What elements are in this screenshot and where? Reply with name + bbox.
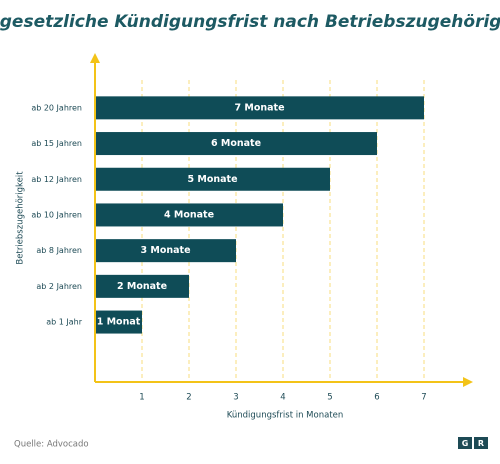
y-tick-label: ab 2 Jahren xyxy=(36,282,82,291)
y-tick-label: ab 12 Jahren xyxy=(31,175,82,184)
value-label: 1 Monat xyxy=(97,317,141,328)
bar xyxy=(95,203,283,227)
bar xyxy=(95,96,424,120)
x-tick-label: 7 xyxy=(421,393,426,403)
bar xyxy=(95,167,330,191)
x-tick-label: 2 xyxy=(186,393,191,403)
bar xyxy=(95,239,236,263)
value-label: 2 Monate xyxy=(117,281,167,292)
y-tick-label: ab 8 Jahren xyxy=(36,246,82,255)
value-label: 7 Monate xyxy=(234,102,284,113)
y-tick-label: ab 20 Jahren xyxy=(31,103,82,112)
y-axis-label: Betriebszugehörigkeit xyxy=(16,171,26,265)
x-tick-label: 6 xyxy=(374,393,379,403)
logo-letter: G xyxy=(462,439,469,448)
value-label: 4 Monate xyxy=(164,209,214,220)
x-axis-arrow xyxy=(463,377,473,387)
value-label: 3 Monate xyxy=(140,245,190,256)
y-tick-label: ab 15 Jahren xyxy=(31,139,82,148)
x-tick-label: 3 xyxy=(233,393,238,403)
source: Quelle: Advocado xyxy=(14,440,89,450)
value-label: 6 Monate xyxy=(211,138,261,149)
chart-title: Die gesetzliche Kündigungsfrist nach Bet… xyxy=(0,12,500,32)
y-axis-arrow xyxy=(90,53,100,63)
y-tick-label: ab 1 Jahr xyxy=(46,318,82,327)
logo-box xyxy=(474,437,488,449)
bar xyxy=(95,274,189,298)
logo-letter: R xyxy=(478,439,484,448)
value-label: 5 Monate xyxy=(187,174,237,185)
logo-box xyxy=(458,437,472,449)
y-tick-label: ab 10 Jahren xyxy=(31,210,82,219)
x-tick-label: 1 xyxy=(139,393,144,403)
x-axis-label: Kündigungsfrist in Monaten xyxy=(227,411,344,421)
bar xyxy=(95,132,377,156)
x-tick-label: 5 xyxy=(327,393,332,403)
bar xyxy=(95,310,142,334)
x-tick-label: 4 xyxy=(280,393,285,403)
